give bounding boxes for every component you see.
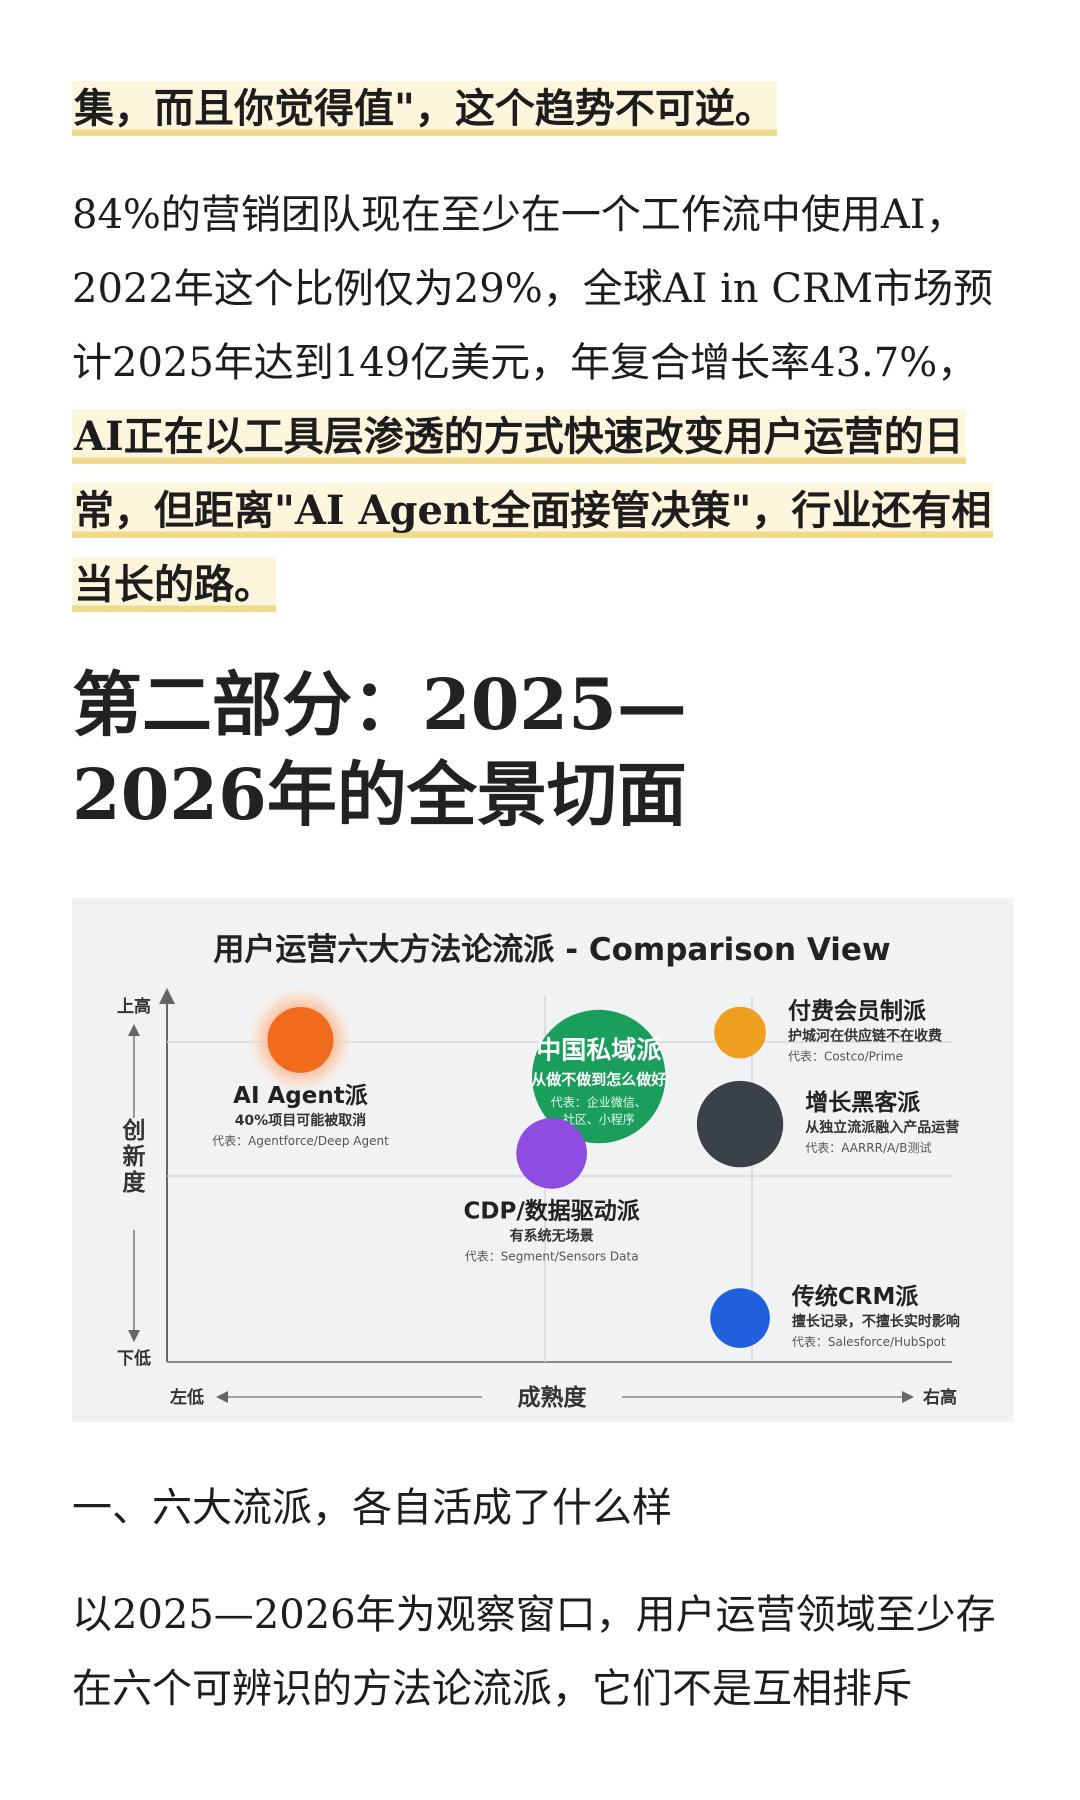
highlight-text: 集，而且你觉得值"，这个趋势不可逆。	[72, 81, 777, 136]
y-axis-high-label: 上高	[117, 996, 151, 1017]
subheading: 一、六大流派，各自活成了什么样	[72, 1485, 672, 1531]
x-axis-label: 成熟度	[518, 1384, 588, 1411]
point-desc-label: 40%项目可能被取消	[235, 1112, 367, 1129]
point-name-label: 付费会员制派	[788, 998, 926, 1025]
point-rep-label: 代表：AARRR/A/B测试	[805, 1140, 931, 1155]
chart-point	[532, 1009, 666, 1144]
chart-point	[714, 1006, 766, 1059]
point-name-label: 中国私域派	[536, 1036, 661, 1065]
point-rep-label: 社区、小程序	[563, 1112, 635, 1127]
point-desc-label: 从独立流派融入产品运营	[805, 1119, 959, 1136]
chart-svg: 用户运营六大方法论流派 - Comparison View 上高 下低 创新度 …	[117, 932, 960, 1411]
point-rep-label: 代表：Segment/Sensors Data	[465, 1250, 639, 1264]
point-rep-label: 代表：Agentforce/Deep Agent	[212, 1134, 389, 1148]
x-axis-high-label: 右高	[923, 1387, 957, 1408]
point-name-label: CDP/数据驱动派	[464, 1199, 640, 1225]
point-rep-label: 代表：Costco/Prime	[788, 1050, 903, 1064]
point-name-label: AI Agent派	[233, 1083, 368, 1109]
y-axis-low-label: 下低	[117, 1348, 151, 1369]
chart-point	[516, 1118, 587, 1189]
point-name-label: 增长黑客派	[805, 1089, 920, 1116]
section-title: 第二部分：2025— 2026年的全景切面	[72, 660, 772, 840]
point-desc-label: 有系统无场景	[510, 1228, 594, 1245]
point-rep-label: 代表：Salesforce/HubSpot	[792, 1335, 946, 1349]
section-title-line1: 第二部分：2025—	[72, 663, 687, 746]
point-name-label: 传统CRM派	[791, 1283, 918, 1310]
y-axis-label: 创新度	[122, 1118, 147, 1196]
chart-point	[696, 1080, 784, 1168]
paragraph-six-schools: 以2025—2026年为观察窗口，用户运营领域至少存在六个可辨识的方法论流派，它…	[72, 1592, 996, 1712]
section-title-line2: 2026年的全景切面	[72, 753, 687, 836]
comparison-chart: 用户运营六大方法论流派 - Comparison View 上高 下低 创新度 …	[72, 898, 1014, 1422]
point-desc-label: 护城河在供应链不在收费	[788, 1028, 942, 1045]
point-desc-label: 从做不做到怎么做好	[531, 1071, 666, 1089]
paragraph-intro-tail: 集，而且你觉得值"，这个趋势不可逆。	[72, 72, 777, 146]
point-desc-label: 擅长记录，不擅长实时影响	[792, 1313, 960, 1330]
point-rep-label: 代表：企业微信、	[551, 1095, 647, 1110]
chart-point	[267, 1006, 334, 1073]
stats-text: 84%的营销团队现在至少在一个工作流中使用AI，2022年这个比例仅为29%，全…	[72, 192, 994, 386]
highlight-text: AI正在以工具层渗透的方式快速改变用户运营的日常，但距离"AI Agent全面接…	[72, 409, 994, 612]
chart-point	[710, 1288, 770, 1348]
chart-title: 用户运营六大方法论流派 - Comparison View	[213, 932, 890, 968]
x-axis-low-label: 左低	[170, 1387, 204, 1408]
paragraph-ai-stats: 84%的营销团队现在至少在一个工作流中使用AI，2022年这个比例仅为29%，全…	[72, 178, 1012, 622]
